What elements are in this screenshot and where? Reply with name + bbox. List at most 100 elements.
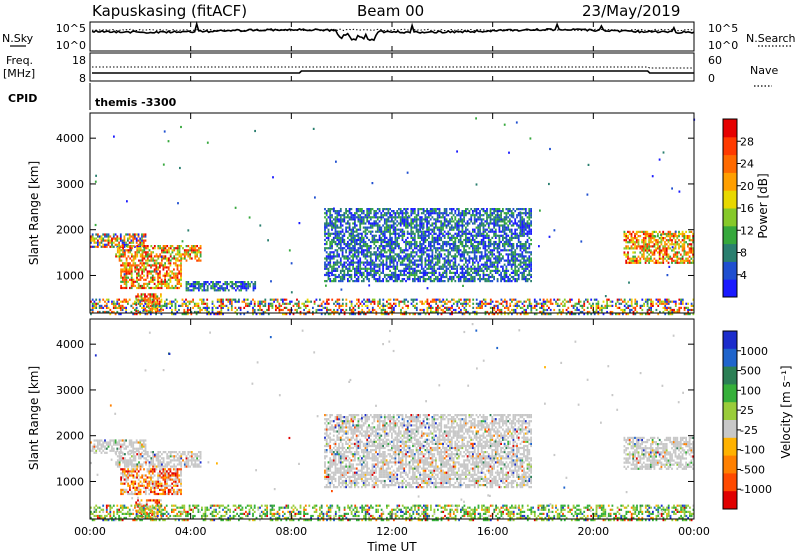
power-cell <box>482 247 485 250</box>
power-cell <box>442 216 444 219</box>
power-cell <box>107 298 110 301</box>
power-cell <box>338 255 340 258</box>
power-cell <box>246 298 249 301</box>
power-cell <box>475 310 478 314</box>
power-cell <box>429 247 432 250</box>
power-cell <box>132 233 135 236</box>
power-cell <box>176 266 179 269</box>
power-cell <box>477 243 480 246</box>
power-cell <box>433 210 436 213</box>
power-cell <box>376 216 379 219</box>
power-cell <box>392 216 395 219</box>
power-cell <box>498 214 501 217</box>
power-cell <box>164 257 167 260</box>
power-cell <box>327 267 330 270</box>
power-cell <box>312 306 314 309</box>
power-cell <box>456 232 458 235</box>
power-cell <box>348 238 351 242</box>
power-cell <box>229 281 232 284</box>
power-cell <box>426 249 428 252</box>
power-cell <box>505 253 508 256</box>
power-cell <box>399 224 402 227</box>
power-cell <box>329 253 332 256</box>
power-cell <box>443 208 446 211</box>
power-cell <box>134 233 136 236</box>
power-cell <box>496 265 499 268</box>
power-cell <box>512 224 515 227</box>
power-cell <box>329 251 332 254</box>
power-cell <box>139 313 142 316</box>
power-cell <box>510 253 513 256</box>
power-cell <box>179 304 182 307</box>
power-cell <box>235 283 237 286</box>
power-cell <box>440 226 443 229</box>
power-cell <box>222 300 224 303</box>
power-cell <box>477 249 480 252</box>
power-cell <box>482 208 485 211</box>
power-cell <box>484 280 487 283</box>
power-cell <box>419 308 422 312</box>
power-cell <box>369 210 372 213</box>
power-cell <box>507 240 510 244</box>
power-cell <box>459 243 462 246</box>
power-cell <box>389 243 391 246</box>
power-cell <box>125 282 128 285</box>
power-cell <box>486 267 488 270</box>
power-cell <box>355 208 358 211</box>
power-cell <box>436 208 439 211</box>
power-cell <box>315 298 318 301</box>
power-cell <box>403 267 406 270</box>
power-cell <box>378 259 381 262</box>
power-cell <box>218 310 221 314</box>
power-cell <box>152 297 155 300</box>
power-cell <box>477 271 480 274</box>
power-cell <box>376 249 379 252</box>
power-cell <box>632 247 635 250</box>
power-cell <box>467 298 469 301</box>
power-cell <box>627 253 629 256</box>
power-cell <box>688 255 691 258</box>
power-cell <box>369 267 372 270</box>
power-cell <box>173 274 175 277</box>
power-cell <box>502 265 504 268</box>
power-cell <box>454 308 457 312</box>
power-cell <box>169 255 172 258</box>
power-cell <box>502 245 504 248</box>
power-cell <box>180 272 182 275</box>
power-cell <box>653 230 656 233</box>
power-cell <box>479 212 481 215</box>
power-cell <box>252 289 255 292</box>
power-cell <box>247 281 250 284</box>
power-cell <box>405 210 407 213</box>
power-cell <box>116 310 119 314</box>
power-cell <box>93 241 96 244</box>
power-cell <box>392 220 395 223</box>
power-cell <box>348 280 351 283</box>
power-cell <box>222 304 224 307</box>
power-cell <box>509 249 511 252</box>
power-cell <box>100 237 103 240</box>
power-cell <box>336 230 339 233</box>
power-cell <box>193 302 196 305</box>
power-cell <box>325 210 328 213</box>
power-cell <box>329 257 332 260</box>
power-cell <box>651 237 654 240</box>
power-cell <box>481 304 483 307</box>
power-cell <box>150 280 152 283</box>
power-cell <box>420 267 423 270</box>
power-cell <box>487 226 490 229</box>
power-cell <box>378 216 381 219</box>
power-cell <box>173 262 175 265</box>
power-cell <box>475 313 478 316</box>
power-cell <box>202 306 205 309</box>
power-cell <box>625 247 628 250</box>
power-cell <box>132 259 135 262</box>
power-cell <box>120 253 123 256</box>
power-cell <box>625 237 628 240</box>
power-cell <box>422 236 425 239</box>
power-cell <box>417 218 420 221</box>
power-cell <box>449 232 451 235</box>
power-cell <box>341 278 344 281</box>
power-cell <box>380 308 383 312</box>
